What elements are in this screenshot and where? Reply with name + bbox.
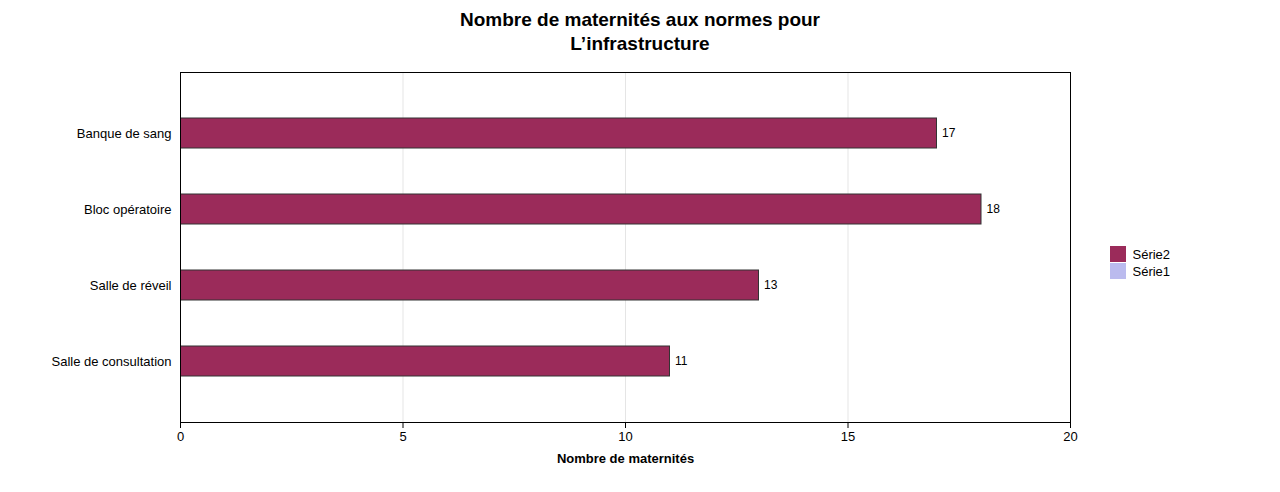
svg-text:13: 13	[764, 278, 778, 292]
html-text:Série1: Série1	[1132, 263, 1171, 279]
svg-text:15: 15	[841, 428, 855, 443]
html-text:Nombre de maternités aux norme: Nombre de maternités aux normes pour L’i…	[460, 9, 820, 54]
svg-text:11: 11	[675, 354, 688, 368]
svg-text:0: 0	[177, 428, 184, 443]
svg-text:10: 10	[618, 428, 632, 443]
html-text:Série2: Série2	[1132, 246, 1171, 262]
svg-text:Salle de réveil: Salle de réveil	[90, 277, 172, 292]
svg-text:17: 17	[942, 126, 956, 140]
svg-text:Nombre de maternités: Nombre de maternités	[557, 450, 694, 465]
svg-text:Bloc opératoire: Bloc opératoire	[84, 201, 171, 216]
svg-text:Salle de consultation: Salle de consultation	[52, 353, 172, 368]
svg-text:Banque de sang: Banque de sang	[77, 125, 172, 140]
svg-text:18: 18	[987, 202, 1001, 216]
svg-text:20: 20	[1063, 428, 1077, 443]
svg-text:5: 5	[399, 428, 406, 443]
